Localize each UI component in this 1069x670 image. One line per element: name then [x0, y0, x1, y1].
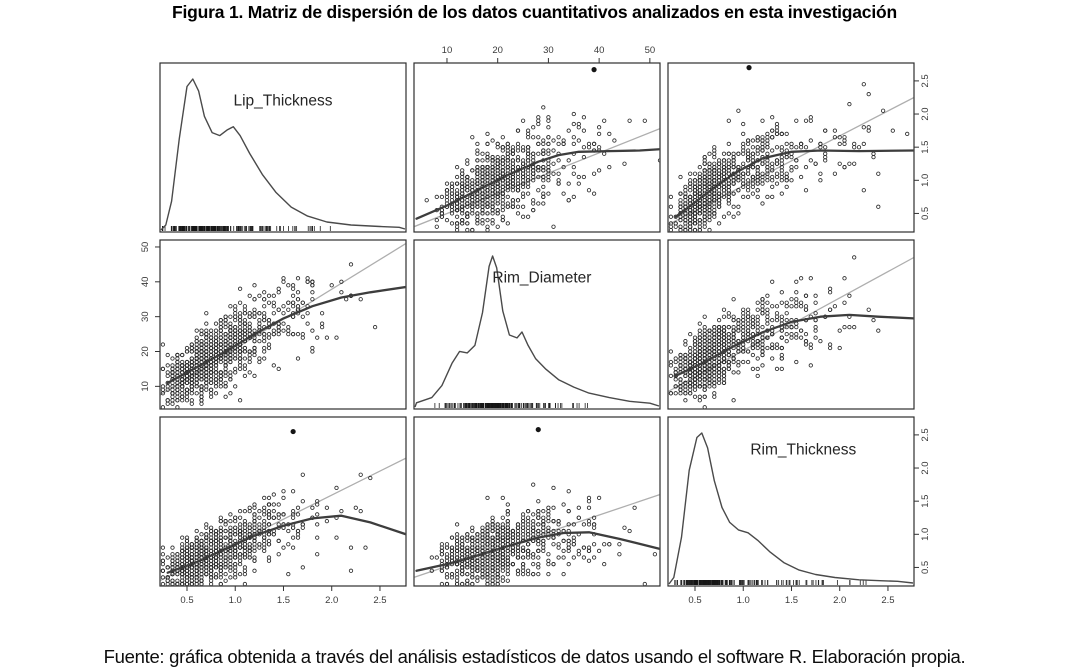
axis-ticks: 10 20 30 40 5010203040500.51.01.52.02.50.51.… [140, 45, 931, 606]
diagonal-label-lip_thickness: Lip_Thickness [233, 92, 332, 109]
panel-r2c0 [159, 416, 407, 587]
panel-r2c2: Rim_Thickness [667, 416, 915, 587]
diagonal-label-rim_diameter: Rim_Diameter [492, 269, 591, 286]
panel-r0c1 [413, 62, 661, 233]
diagonal-label-rim_thickness: Rim_Thickness [750, 441, 856, 458]
panel-r2c1 [413, 416, 661, 587]
panel-r1c2 [667, 239, 915, 410]
figure-caption: Fuente: gráfica obtenida a través del an… [103, 646, 966, 667]
panel-r1c0 [159, 239, 407, 410]
panel-r1c1: Rim_Diameter [413, 239, 661, 410]
panel-r0c0: Lip_Thickness [159, 62, 407, 233]
panel-r0c2 [667, 62, 915, 233]
figure-title: Figura 1. Matriz de dispersión de los da… [172, 2, 897, 22]
